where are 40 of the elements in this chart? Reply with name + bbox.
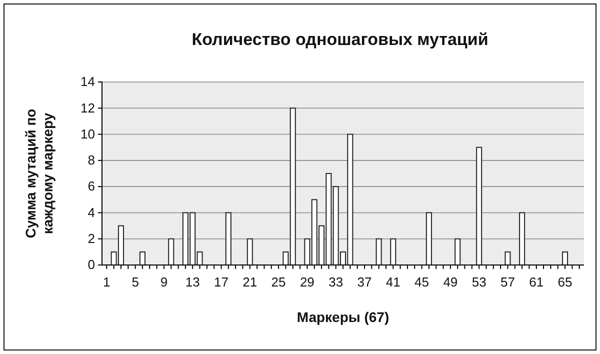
bar (225, 212, 232, 266)
x-tick-label: 17 (214, 274, 228, 290)
x-tick-label: 41 (386, 274, 400, 290)
bar (376, 238, 382, 266)
x-tick-label: 29 (300, 274, 314, 290)
bar (426, 212, 432, 266)
y-tick-label: 8 (88, 152, 95, 168)
x-tick-label: 33 (328, 274, 344, 290)
x-tick-label: 21 (242, 274, 258, 290)
x-tick-label: 57 (500, 274, 515, 290)
bar (139, 251, 146, 266)
y-tick-label: 14 (80, 74, 95, 90)
y-tick-label: 4 (88, 204, 95, 220)
y-tick-label: 12 (80, 100, 95, 116)
x-axis-title: Маркеры (67) (296, 309, 390, 325)
bar (168, 238, 174, 266)
x-tick-label: 49 (443, 274, 458, 290)
x-tick-label: 65 (558, 274, 572, 290)
y-tick-label: 6 (88, 178, 95, 194)
x-tick-label: 13 (185, 274, 200, 290)
x-tick-label: 25 (271, 274, 286, 290)
x-tick-label: 5 (132, 274, 139, 290)
bar (562, 251, 568, 266)
x-tick-label: 45 (414, 274, 430, 290)
x-tick-label: 37 (357, 274, 372, 290)
x-tick-label: 9 (160, 274, 168, 290)
bar (519, 212, 526, 266)
y-axis-title: Сумма мутаций по каждому маркеру (22, 108, 56, 238)
bar (454, 238, 461, 266)
chart-title: Количество одношаговых мутаций (192, 30, 488, 49)
y-tick-label: 10 (80, 126, 95, 142)
bar (476, 146, 482, 266)
bar (504, 251, 511, 266)
bar (390, 238, 396, 266)
x-tick-label: 53 (472, 274, 486, 290)
x-tick-label: 61 (529, 274, 544, 290)
x-tick-label: 1 (103, 274, 110, 290)
y-tick-label: 2 (88, 231, 95, 246)
bar (246, 238, 253, 266)
y-tick-label: 0 (88, 257, 95, 272)
